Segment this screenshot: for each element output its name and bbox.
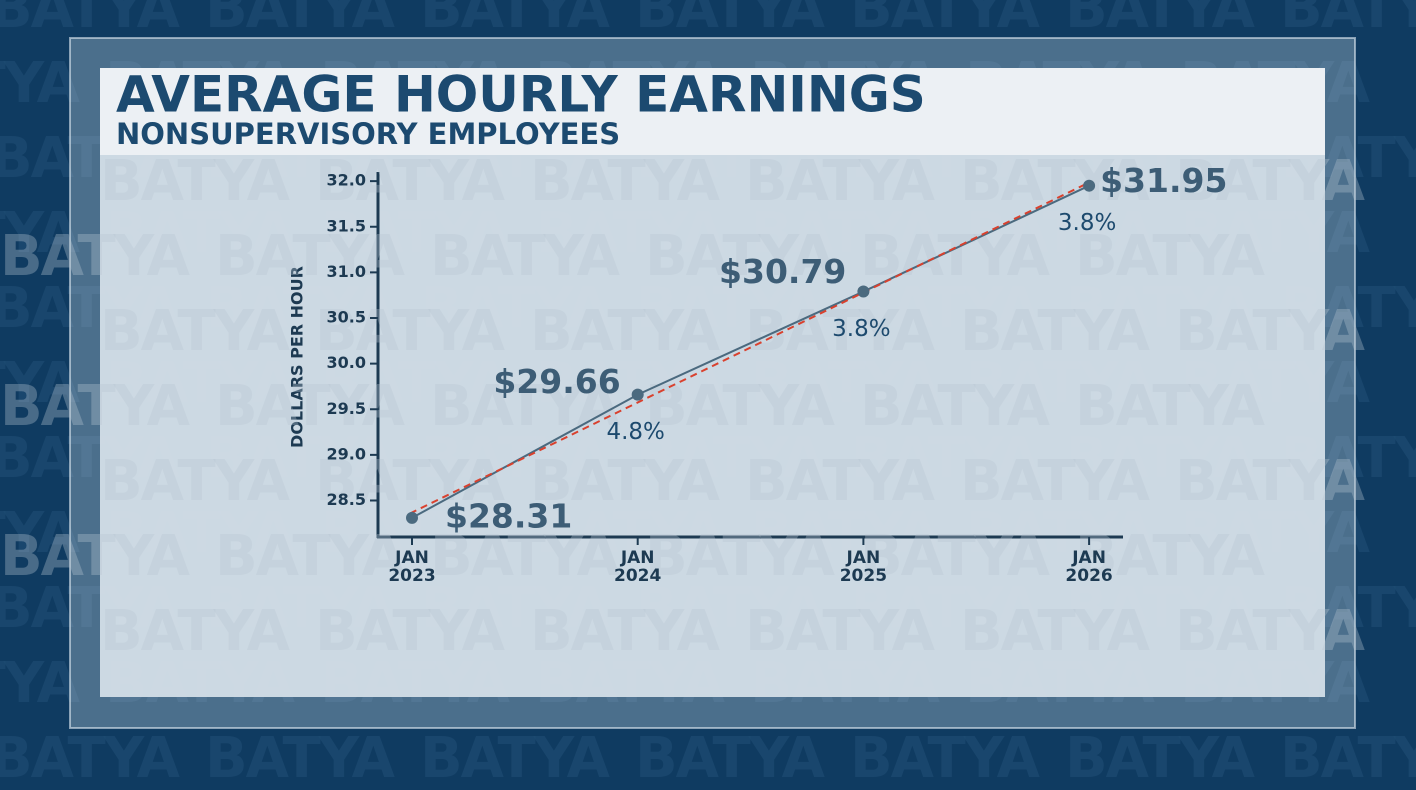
watermark: BATYA	[530, 449, 721, 514]
value-label: $30.79	[719, 252, 846, 291]
watermark: BATYA	[860, 524, 1051, 589]
y-tick-label: 31.5	[327, 216, 366, 235]
watermark: BATYA	[0, 0, 181, 41]
watermark: BATYA	[850, 0, 1041, 41]
watermark: BATYA	[420, 726, 611, 790]
value-label: $28.31	[445, 496, 572, 535]
watermark: BATYA	[745, 599, 936, 664]
trend-line	[409, 181, 1090, 515]
chart-title: AVERAGE HOURLY EARNINGS	[116, 66, 926, 124]
watermark: BATYA	[1075, 374, 1266, 439]
x-tick-label: JAN 2024	[614, 548, 662, 586]
x-tick-label: JAN 2023	[388, 548, 436, 586]
y-tick-label: 29.0	[327, 444, 366, 463]
watermark: BATYA	[100, 449, 291, 514]
watermark: BATYA	[1280, 726, 1416, 790]
watermark: BATYA	[315, 599, 506, 664]
y-axis-label: DOLLARS PER HOUR	[288, 266, 307, 448]
chart-subtitle: NONSUPERVISORY EMPLOYEES	[116, 117, 620, 151]
watermark: BATYA	[645, 224, 836, 289]
watermark: BATYA	[430, 374, 621, 439]
watermark: BATYA	[205, 726, 396, 790]
watermark: BATYA	[215, 524, 406, 589]
point	[406, 511, 418, 524]
watermark: BATYA	[0, 726, 181, 790]
value-label: $31.95	[1100, 161, 1227, 200]
watermark: BATYA	[530, 149, 721, 214]
watermark: BATYA	[1075, 224, 1266, 289]
header-band	[100, 68, 1325, 155]
watermark: BATYA	[215, 224, 406, 289]
watermark: BATYA	[1175, 149, 1366, 214]
watermark: BATYA	[0, 201, 81, 266]
watermark: BATYA	[0, 224, 191, 289]
watermark-layer: BATYABATYABATYABATYABATYABATYABATYABATYA…	[0, 149, 1366, 664]
watermark: BATYA	[1065, 726, 1256, 790]
watermark: BATYA	[745, 149, 936, 214]
x-tick-label: JAN 2025	[839, 548, 888, 586]
watermark: BATYA	[635, 726, 826, 790]
x-tick-label: JAN 2026	[1065, 548, 1113, 586]
line	[411, 184, 1090, 519]
watermark: BATYA	[635, 0, 826, 41]
watermark: BATYA	[100, 149, 291, 214]
watermark: BATYA	[530, 599, 721, 664]
y-tick-label: 31.0	[327, 262, 366, 281]
value-label: $29.66	[493, 362, 620, 401]
watermark: BATYA	[645, 524, 836, 589]
inner-panel	[100, 68, 1325, 697]
watermark: BATYA	[0, 524, 191, 589]
watermark: BATYA	[420, 0, 611, 41]
watermark: BATYA	[1175, 449, 1366, 514]
watermark: BATYA	[1280, 0, 1416, 41]
watermark: BATYA	[1175, 599, 1366, 664]
watermark: BATYA	[315, 299, 506, 364]
watermark: BATYA	[1075, 524, 1266, 589]
point	[1083, 179, 1096, 192]
watermark: BATYA	[215, 374, 406, 439]
y-tick-label: 30.5	[327, 308, 366, 327]
growth-label: 4.8%	[606, 419, 664, 445]
point	[631, 388, 644, 401]
watermark: BATYA	[860, 374, 1051, 439]
watermark: BATYA	[960, 149, 1151, 214]
watermark: BATYA	[0, 51, 81, 116]
watermark: BATYA	[960, 299, 1151, 364]
y-tick-label: 30.0	[327, 353, 366, 372]
watermark: BATYA	[960, 449, 1151, 514]
watermark: BATYA	[0, 651, 81, 716]
y-tick-label: 29.5	[327, 399, 366, 418]
watermark: BATYA	[530, 299, 721, 364]
watermark: BATYA	[100, 299, 291, 364]
point	[857, 285, 870, 298]
watermark: BATYA	[960, 599, 1151, 664]
watermark: BATYA	[205, 0, 396, 41]
watermark: BATYA	[0, 501, 81, 566]
watermark: BATYA	[0, 374, 191, 439]
growth-label: 3.8%	[832, 316, 890, 342]
watermark: BATYA	[315, 449, 506, 514]
growth-label: 3.8%	[1058, 210, 1116, 236]
watermark: BATYA	[100, 599, 291, 664]
y-tick-label: 32.0	[327, 171, 366, 190]
watermark: BATYA	[430, 224, 621, 289]
watermark: BATYA	[1065, 0, 1256, 41]
watermark: BATYA	[430, 524, 621, 589]
watermark: BATYA	[745, 449, 936, 514]
y-tick-label: 28.5	[327, 490, 366, 509]
watermark: BATYA	[0, 351, 81, 416]
watermark: BATYA	[315, 149, 506, 214]
watermark: BATYA	[850, 726, 1041, 790]
watermark: BATYA	[645, 374, 836, 439]
watermark: BATYA	[1175, 299, 1366, 364]
